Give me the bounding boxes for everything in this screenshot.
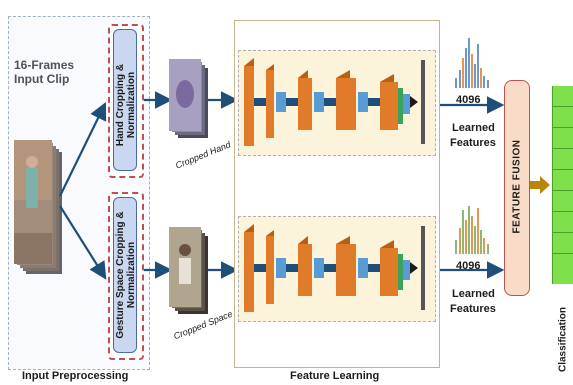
feature-learning-caption: Feature Learning: [290, 370, 400, 382]
cropped-space-stack: [168, 226, 210, 316]
cnn-top: [240, 52, 434, 152]
classification-label: Classification: [558, 300, 569, 380]
fusion-to-classifier-arrow: [528, 174, 552, 196]
feature-label-bottom-line2: Features: [450, 303, 496, 315]
classifier-column: [552, 86, 573, 284]
arrow-to-gesture-box: [60, 206, 104, 276]
feature-label-top-line2: Features: [450, 137, 496, 149]
feature-fusion-box: FEATURE FUSION: [504, 80, 530, 296]
feature-histogram-bottom: [452, 200, 498, 256]
cropped-hand-stack: [168, 58, 210, 140]
cnn-top-layers: [244, 58, 425, 146]
arrow-to-hand-box: [60, 106, 104, 196]
cnn-bottom-layers: [244, 224, 425, 312]
feature-histogram-top: [452, 34, 498, 90]
cnn-bottom: [240, 218, 434, 318]
feature-label-bottom-line1: Learned: [452, 288, 495, 300]
feature-fusion-label: FEATURE FUSION: [512, 125, 523, 249]
feature-dim-bottom: 4096: [456, 260, 480, 272]
feature-dim-top: 4096: [456, 94, 480, 106]
feature-label-top-line1: Learned: [452, 122, 495, 134]
